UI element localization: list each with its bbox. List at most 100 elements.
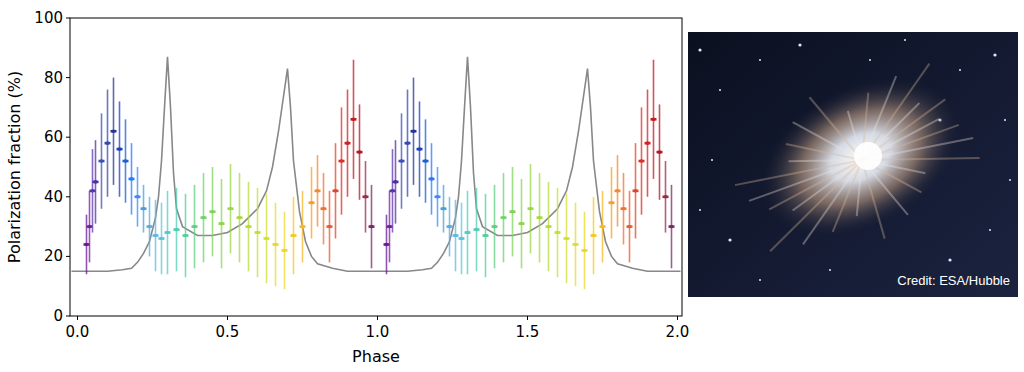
phase-bin [405, 142, 411, 145]
error-bar [629, 191, 631, 263]
phase-bin [657, 151, 663, 154]
filament [837, 64, 955, 160]
x-axis-label: Phase [352, 347, 400, 366]
phase-bin [423, 160, 429, 163]
error-bar [566, 194, 568, 283]
phase-bin [357, 151, 363, 154]
filament [735, 127, 862, 218]
marker [460, 237, 464, 241]
phase-bin [465, 231, 471, 234]
polarization-point [546, 182, 552, 271]
phase-bin [528, 207, 534, 210]
marker [220, 222, 224, 226]
polarization-point [183, 194, 189, 277]
star [904, 39, 906, 41]
marker [136, 195, 140, 199]
polarization-point [93, 140, 99, 223]
star [759, 279, 761, 281]
marker [430, 177, 434, 181]
filament [769, 160, 862, 209]
marker [256, 231, 260, 235]
marker [328, 225, 332, 229]
phase-bin [291, 234, 297, 237]
marker [484, 234, 488, 238]
error-bar [539, 173, 541, 262]
phase-bin [651, 118, 657, 121]
polarization-point [615, 155, 621, 227]
marker [436, 195, 440, 199]
plot-area [72, 57, 681, 289]
marker [124, 159, 128, 163]
phase-bin [183, 234, 189, 237]
phase-bin [492, 225, 498, 228]
marker [418, 147, 422, 151]
marker [142, 207, 146, 211]
phase-bin [384, 243, 390, 246]
phase-bin [663, 196, 669, 199]
marker [193, 225, 197, 229]
y-axis-label: Polarization fraction (%) [5, 71, 24, 263]
x-tick-label: 1.5 [516, 323, 540, 341]
polarization-point [321, 173, 327, 245]
polarization-point [339, 107, 345, 214]
phase-bin [111, 130, 117, 133]
error-bar [521, 179, 523, 268]
polarization-point [105, 90, 111, 197]
nebula [719, 35, 1004, 285]
polarization-point [447, 197, 453, 257]
phase-bin [399, 160, 405, 163]
x-tick-label: 0.5 [216, 323, 240, 341]
marker [85, 243, 89, 247]
error-bar [671, 185, 673, 268]
marker [88, 225, 92, 229]
x-tick [377, 316, 378, 320]
phase-bin [99, 160, 105, 163]
polarization-point [111, 78, 117, 185]
phase-bin [237, 216, 243, 219]
y-tick-label: 60 [44, 128, 63, 146]
polarization-point [246, 182, 252, 271]
marker [274, 243, 278, 247]
marker [91, 189, 95, 193]
phase-bin [345, 142, 351, 145]
phase-bin [87, 225, 93, 228]
phase-bin [246, 225, 252, 228]
phase-bin [633, 190, 639, 193]
marker [400, 159, 404, 163]
filament [793, 102, 862, 181]
polarization-point [99, 113, 105, 208]
phase-bin [639, 160, 645, 163]
phase-bin [519, 222, 525, 225]
marker [634, 189, 638, 193]
marker [322, 207, 326, 211]
phase-bin [474, 228, 480, 231]
polarization-point [405, 90, 411, 197]
polarization-point [582, 212, 588, 289]
polarization-point [651, 60, 657, 179]
phase-bin [219, 222, 225, 225]
polarization-point [435, 167, 441, 227]
error-bar [659, 104, 661, 199]
phase-bin [333, 190, 339, 193]
phase-bin [546, 225, 552, 228]
polarization-point [564, 194, 570, 283]
phase-bin [627, 225, 633, 228]
y-tick-label: 40 [44, 188, 63, 206]
polarization-point [645, 90, 651, 197]
phase-bin [93, 181, 99, 184]
phase-bin [441, 207, 447, 210]
phase-bin [192, 225, 198, 228]
polarization-point [492, 185, 498, 268]
phase-bin [159, 237, 165, 240]
marker [601, 225, 605, 229]
polarization-point [315, 155, 321, 227]
polarization-point [282, 212, 288, 289]
phase-bin [501, 216, 507, 219]
polarization-point [129, 143, 135, 215]
polarization-point [627, 191, 633, 263]
phase-bin [411, 130, 417, 133]
polarization-point [165, 191, 171, 274]
phase-bin [153, 234, 159, 237]
polarization-point [555, 188, 561, 277]
star [959, 69, 961, 71]
